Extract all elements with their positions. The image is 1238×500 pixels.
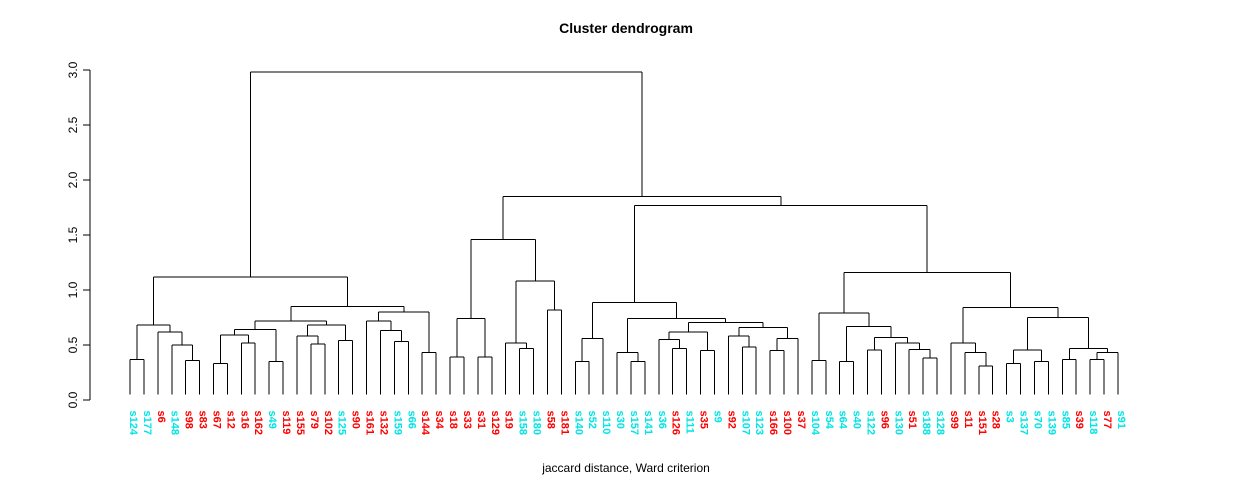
leaf-label: s140: [572, 411, 584, 435]
y-axis-tick-label: 1.0: [66, 281, 80, 298]
leaf-label: s54: [823, 411, 835, 430]
leaf-label: s67: [210, 411, 222, 429]
leaf-label: s36: [656, 411, 668, 429]
leaf-label: s102: [322, 411, 334, 435]
leaf-label: s98: [183, 411, 195, 429]
leaf-label: s92: [725, 411, 737, 429]
leaf-label: s188: [920, 411, 932, 435]
leaf-label: s52: [586, 411, 598, 429]
leaf-label: s122: [864, 411, 876, 435]
y-axis-tick-label: 2.5: [66, 116, 80, 133]
leaf-label: s155: [294, 411, 306, 435]
leaf-label: s124: [127, 411, 139, 436]
leaf-label: s9: [711, 411, 723, 423]
leaf-label: s177: [141, 411, 153, 435]
leaf-label: s148: [169, 411, 181, 435]
leaf-label: s6: [155, 411, 167, 423]
leaf-label: s151: [976, 411, 988, 435]
leaf-label: s28: [990, 411, 1002, 429]
leaf-label: s3: [1004, 411, 1016, 423]
leaf-label: s104: [809, 411, 821, 436]
leaf-label: s66: [405, 411, 417, 429]
leaf-label: s64: [837, 411, 849, 430]
leaf-label: s35: [698, 411, 710, 429]
leaf-label: s96: [878, 411, 890, 429]
leaf-label: s85: [1059, 411, 1071, 429]
leaf-label: s132: [377, 411, 389, 435]
leaf-label: s70: [1031, 411, 1043, 429]
leaf-label: s128: [934, 411, 946, 435]
leaf-label: s30: [614, 411, 626, 429]
leaf-label: s119: [280, 411, 292, 435]
y-axis-tick-label: 0.0: [66, 391, 80, 408]
leaf-label: s100: [781, 411, 793, 435]
leaf-label: s37: [795, 411, 807, 429]
leaf-label: s181: [558, 411, 570, 435]
y-axis-tick-label: 1.5: [66, 226, 80, 243]
y-axis-tick-label: 2.0: [66, 171, 80, 188]
leaf-label: s18: [447, 411, 459, 429]
leaf-label: s11: [962, 411, 974, 429]
y-axis-tick-label: 3.0: [66, 61, 80, 78]
leaf-label: s31: [475, 411, 487, 429]
leaf-label: s91: [1115, 411, 1127, 429]
leaf-label: s16: [238, 411, 250, 429]
leaf-label: s161: [364, 411, 376, 435]
leaf-label: s141: [642, 411, 654, 435]
leaf-label: s19: [503, 411, 515, 429]
leaf-label: s129: [489, 411, 501, 435]
leaf-label: s79: [308, 411, 320, 429]
leaf-label: s111: [684, 411, 696, 434]
leaf-label: s126: [670, 411, 682, 435]
leaf-label: s49: [266, 411, 278, 429]
leaf-label: s110: [600, 411, 612, 435]
leaf-label: s118: [1087, 411, 1099, 435]
leaf-label: s83: [197, 411, 209, 429]
y-axis-tick-label: 0.5: [66, 336, 80, 353]
leaf-label: s125: [336, 411, 348, 435]
leaf-label: s58: [544, 411, 556, 429]
leaf-label: s12: [224, 411, 236, 429]
chart-title: Cluster dendrogram: [559, 20, 693, 36]
leaf-label: s33: [461, 411, 473, 429]
leaf-label: s159: [391, 411, 403, 435]
leaf-label: s162: [252, 411, 264, 435]
leaf-label: s123: [753, 411, 765, 435]
leaf-label: s130: [892, 411, 904, 435]
leaf-label: s137: [1018, 411, 1030, 435]
leaf-label: s144: [419, 411, 431, 436]
leaf-label: s107: [739, 411, 751, 435]
leaf-label: s158: [517, 411, 529, 435]
x-axis-caption: jaccard distance, Ward criterion: [542, 461, 710, 475]
leaf-label: s51: [906, 411, 918, 429]
leaf-label: s90: [350, 411, 362, 429]
leaf-label: s34: [433, 411, 445, 430]
leaf-label: s40: [851, 411, 863, 429]
leaf-label: s180: [531, 411, 543, 435]
leaf-label: s99: [948, 411, 960, 429]
leaf-label: s157: [628, 411, 640, 435]
leaf-label: s166: [767, 411, 779, 435]
leaf-label: s39: [1073, 411, 1085, 429]
leaf-label: s77: [1101, 411, 1113, 429]
leaf-label: s139: [1045, 411, 1057, 435]
